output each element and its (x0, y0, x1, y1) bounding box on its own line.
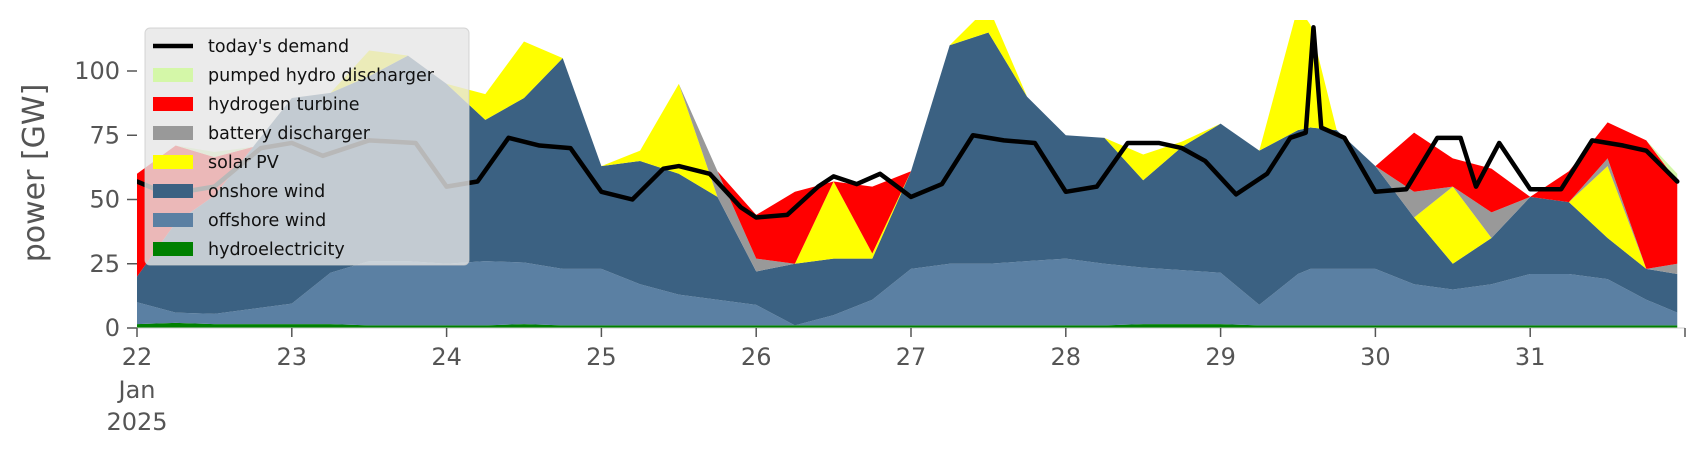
legend-box (144, 27, 470, 266)
y-axis-label: power [GW] (17, 84, 52, 263)
area-offshore-wind (137, 258, 1678, 326)
legend-label-today-s-demand: today's demand (208, 37, 349, 57)
line-todays-demand (137, 25, 1680, 220)
x-tick-label: 22 (122, 343, 153, 371)
legend-swatch-hydroelectricity (153, 242, 193, 256)
legend-label-pumped-hydro-discharger: pumped hydro discharger (208, 66, 435, 86)
y-tick-label: 25 (89, 250, 120, 278)
legend-swatch-pumped-hydro-discharger (153, 68, 193, 82)
legend-label-hydroelectricity: hydroelectricity (208, 240, 345, 260)
x-tick-sublabel: Jan (117, 376, 156, 404)
x-tick-label: 24 (431, 343, 462, 371)
legend-swatch-onshore-wind (153, 184, 193, 198)
legend-label-solar-pv: solar PV (208, 153, 279, 173)
y-tick-label: 50 (89, 186, 120, 214)
legend-label-offshore-wind: offshore wind (208, 211, 326, 231)
x-tick-label: 25 (586, 343, 617, 371)
legend-swatch-solar-pv (153, 155, 193, 169)
x-tick-label: 26 (741, 343, 772, 371)
stacked-area-layer (137, 20, 1678, 328)
legend-label-onshore-wind: onshore wind (208, 182, 325, 202)
x-tick-label: 27 (896, 343, 927, 371)
demand-line-layer (137, 25, 1680, 220)
legend-swatch-battery-discharger (153, 126, 193, 140)
area-solar-pv (137, 20, 1678, 277)
x-tick-sublabel: 2025 (106, 408, 167, 436)
y-tick-label: 0 (105, 314, 120, 342)
x-tick-label: 30 (1360, 343, 1391, 371)
y-tick-label: 100 (74, 57, 120, 85)
area-onshore-wind (137, 32, 1678, 326)
x-tick-label: 31 (1515, 343, 1546, 371)
x-tick-label: 28 (1051, 343, 1082, 371)
legend-label-hydrogen-turbine: hydrogen turbine (208, 95, 360, 115)
y-ticks: 0 25 50 75 100 (74, 57, 137, 342)
x-ticks: 22 Jan 2025 23 24 25 26 27 28 29 30 31 (106, 328, 1686, 436)
legend-swatch-hydrogen-turbine (153, 97, 193, 111)
legend-swatch-offshore-wind (153, 213, 193, 227)
x-tick-label: 29 (1205, 343, 1236, 371)
legend: today's demand pumped hydro discharger hyd… (144, 27, 470, 266)
x-tick-label: 23 (277, 343, 308, 371)
y-tick-label: 75 (89, 121, 120, 149)
legend-label-battery-discharger: battery discharger (208, 124, 371, 144)
